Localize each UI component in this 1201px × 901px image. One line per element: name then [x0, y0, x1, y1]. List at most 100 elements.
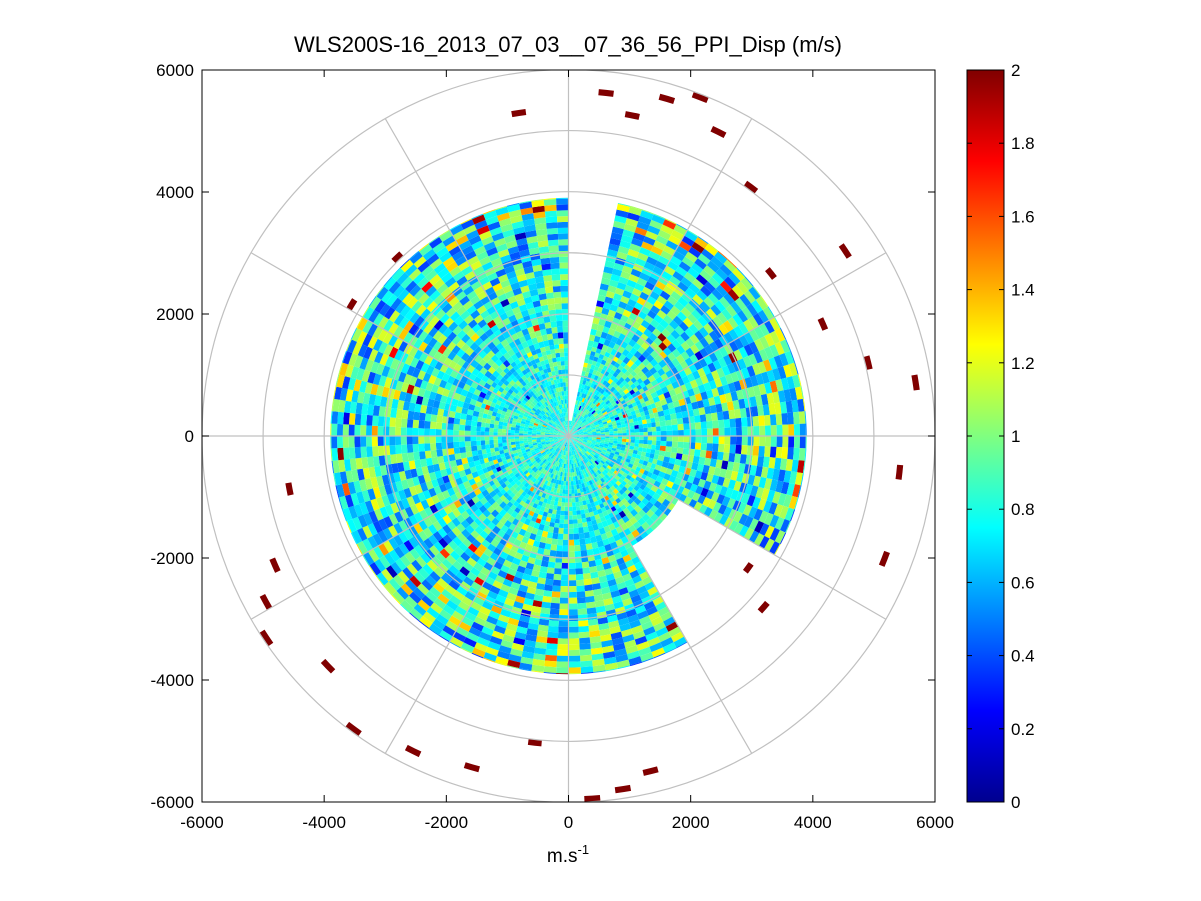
scan-cell — [514, 436, 520, 439]
scan-cell — [598, 337, 606, 345]
scan-cell — [676, 378, 685, 387]
scan-cell — [621, 385, 627, 392]
scan-cell — [436, 477, 445, 486]
scan-cell — [711, 491, 720, 502]
scan-cell — [452, 325, 463, 336]
scan-cell — [557, 437, 562, 439]
scan-cell — [652, 469, 661, 476]
scan-cell — [533, 399, 539, 405]
scan-cell — [705, 372, 715, 383]
scan-cell — [562, 433, 567, 436]
scan-cell — [397, 570, 410, 584]
scan-cell — [627, 463, 634, 469]
scan-cell — [513, 637, 526, 646]
scan-cell — [383, 516, 394, 528]
scan-cell — [570, 425, 573, 430]
scan-cell — [617, 388, 624, 395]
scan-cell — [629, 205, 643, 211]
scan-cell — [572, 510, 577, 516]
scan-cell — [646, 471, 653, 478]
scan-cell — [415, 359, 425, 371]
scan-cell — [588, 480, 593, 486]
scan-cell — [530, 458, 536, 463]
scan-cell — [591, 653, 604, 661]
scan-cell — [637, 346, 646, 355]
scan-cell — [451, 335, 462, 346]
scan-cell — [490, 401, 496, 408]
scan-cell — [526, 628, 538, 636]
scan-cell — [655, 235, 669, 246]
scan-cell — [536, 464, 542, 470]
scan-cell — [753, 436, 760, 446]
scan-cell — [414, 315, 425, 328]
scan-cell — [438, 462, 446, 471]
scan-cell — [669, 255, 682, 267]
scan-cell — [476, 440, 482, 446]
scan-cell — [655, 388, 664, 397]
scan-cell — [593, 421, 599, 425]
scan-cell — [350, 327, 358, 340]
scan-cell — [481, 449, 487, 455]
scan-cell — [587, 441, 592, 444]
scan-cell — [418, 420, 425, 429]
scan-cell — [598, 512, 605, 519]
scan-cell — [656, 459, 664, 467]
scan-cell — [631, 414, 637, 419]
scan-cell — [550, 487, 555, 493]
scan-cell — [598, 372, 604, 379]
scan-cell — [556, 488, 561, 494]
scan-cell — [694, 330, 705, 341]
scan-cell — [554, 522, 560, 528]
scan-cell — [658, 450, 666, 457]
scan-cell — [639, 530, 649, 539]
scan-cell — [562, 446, 565, 451]
scan-cell — [374, 395, 382, 407]
scan-cell — [614, 475, 621, 481]
scan-cell — [770, 436, 777, 447]
scan-cell — [594, 558, 603, 566]
scan-cell — [568, 502, 573, 507]
scan-cell — [644, 400, 651, 407]
scan-cell — [525, 543, 533, 552]
scan-cell — [356, 543, 363, 556]
scan-cell — [736, 281, 749, 294]
scan-cell — [641, 464, 647, 471]
scan-cell — [429, 504, 439, 515]
scan-cell — [616, 424, 622, 429]
scan-cell — [543, 414, 548, 419]
scan-cell — [557, 419, 561, 424]
scan-cell — [540, 519, 546, 526]
scan-cell — [377, 436, 384, 446]
scan-cell — [779, 458, 788, 471]
scan-cell — [541, 440, 546, 444]
scan-cell — [608, 584, 619, 593]
scan-cell — [607, 285, 617, 294]
scan-cell — [474, 346, 483, 355]
scan-cell — [527, 460, 532, 466]
scan-cell — [575, 462, 579, 468]
scan-cell — [383, 344, 394, 356]
scan-cell — [543, 368, 548, 374]
scan-cell — [708, 352, 718, 363]
scan-cell — [601, 520, 609, 528]
scan-cell — [565, 425, 567, 430]
scan-cell — [409, 312, 421, 324]
scan-cell — [487, 272, 498, 282]
scan-cell — [587, 433, 593, 435]
scan-cell — [452, 271, 465, 282]
scan-cell — [342, 376, 351, 390]
scan-cell — [476, 251, 489, 261]
scan-cell — [576, 510, 581, 515]
scan-cell — [515, 486, 522, 492]
scan-cell — [653, 454, 659, 460]
scan-cell — [527, 406, 532, 412]
scan-cell — [709, 341, 719, 353]
scan-cell — [614, 648, 627, 657]
scan-cell — [542, 483, 547, 490]
scan-cell — [754, 338, 765, 352]
scan-cell — [476, 371, 485, 380]
scan-cell — [346, 339, 352, 351]
scan-cell — [480, 295, 491, 306]
scan-cell — [539, 477, 544, 483]
scan-cell — [603, 462, 609, 468]
